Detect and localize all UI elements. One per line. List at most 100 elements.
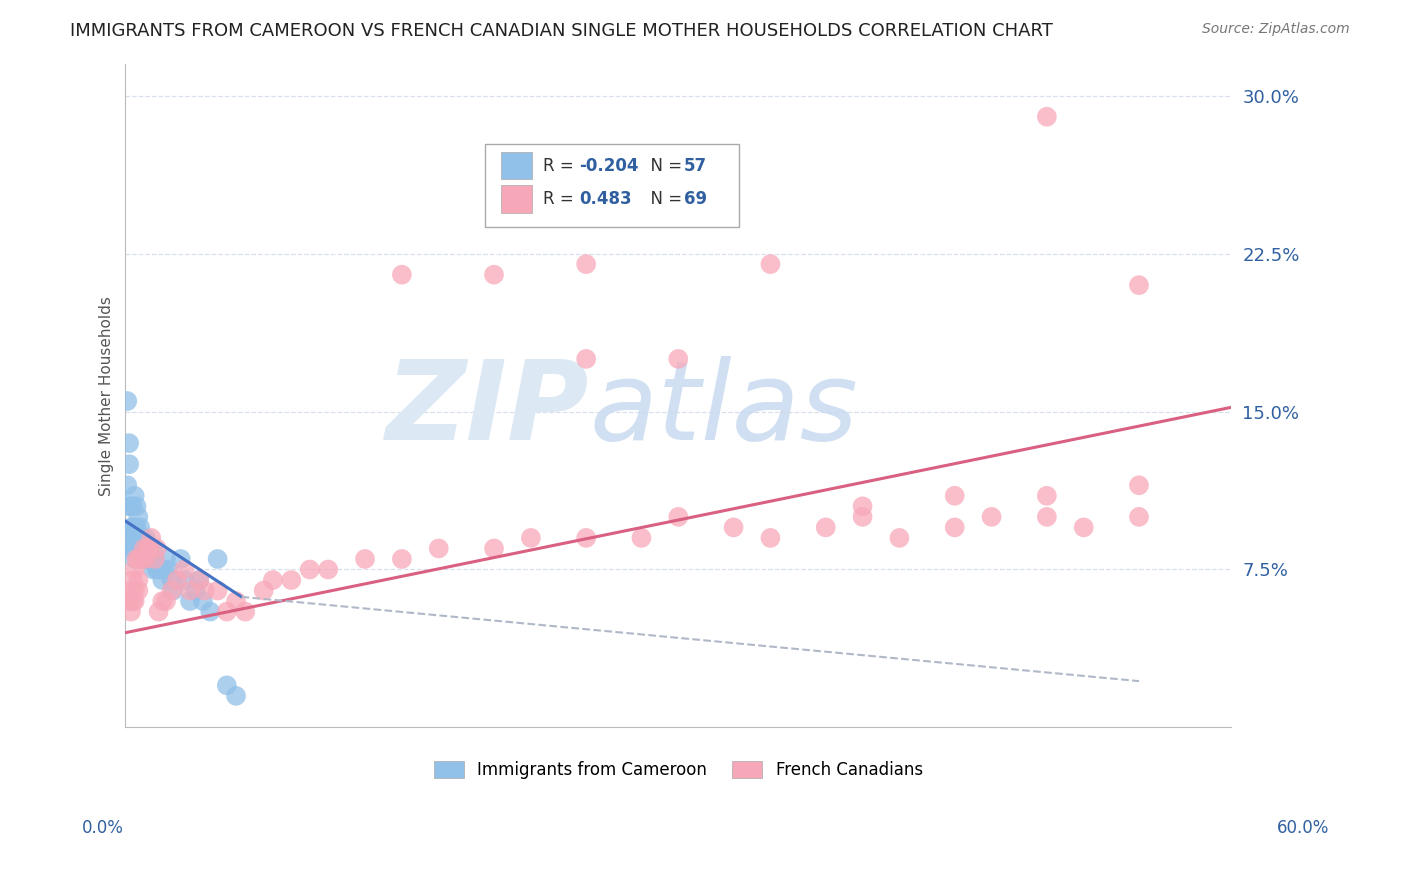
Point (160, 583, 183, 598)
Point (851, 500, 873, 514)
Point (148, 562, 170, 576)
Point (124, 541, 146, 556)
Point (253, 583, 276, 598)
Point (131, 552, 153, 566)
Point (1128, 478, 1150, 492)
Point (354, 552, 377, 566)
Text: 69: 69 (683, 190, 707, 208)
Point (280, 573, 302, 587)
Point (132, 541, 155, 556)
Point (131, 541, 153, 556)
Point (200, 605, 222, 619)
Point (666, 351, 689, 366)
Point (124, 552, 146, 566)
Point (118, 457, 141, 471)
Point (233, 605, 256, 619)
Point (943, 520, 966, 534)
Point (225, 594, 247, 608)
Text: R =: R = (543, 190, 585, 208)
Point (1036, 110, 1059, 124)
Point (173, 562, 195, 576)
Point (135, 531, 157, 545)
Point (759, 257, 782, 271)
Point (723, 520, 745, 534)
Point (141, 531, 163, 545)
Point (118, 436, 141, 450)
Point (575, 257, 598, 271)
Point (125, 531, 148, 545)
Point (136, 541, 159, 556)
Point (191, 594, 214, 608)
Point (188, 573, 211, 587)
Point (427, 541, 450, 556)
Point (135, 552, 157, 566)
Text: ZIP: ZIP (387, 356, 591, 463)
Point (121, 573, 143, 587)
Point (482, 268, 505, 282)
Text: R =: R = (543, 157, 579, 175)
Point (132, 541, 155, 556)
Point (1128, 509, 1150, 524)
Text: 60.0%: 60.0% (1277, 819, 1330, 837)
Text: -0.204: -0.204 (579, 157, 638, 175)
Point (120, 541, 142, 556)
Point (851, 509, 873, 524)
Point (118, 500, 141, 514)
Point (150, 594, 173, 608)
Point (117, 478, 139, 492)
Point (188, 573, 211, 587)
Point (630, 531, 652, 545)
Point (127, 541, 149, 556)
Point (120, 500, 142, 514)
Point (121, 500, 143, 514)
Point (943, 489, 966, 503)
Legend: Immigrants from Cameroon, French Canadians: Immigrants from Cameroon, French Canadia… (427, 754, 929, 786)
Point (173, 573, 195, 587)
Point (125, 520, 148, 534)
Point (150, 573, 173, 587)
Point (121, 594, 143, 608)
Point (127, 509, 149, 524)
Point (170, 552, 193, 566)
Point (148, 605, 170, 619)
Point (142, 541, 165, 556)
Point (814, 520, 837, 534)
Point (155, 552, 177, 566)
Point (138, 541, 160, 556)
Point (262, 573, 284, 587)
Point (575, 531, 598, 545)
Point (1036, 509, 1059, 524)
Point (127, 531, 149, 545)
Point (124, 489, 146, 503)
Point (124, 594, 146, 608)
Point (215, 678, 238, 692)
Point (142, 562, 165, 576)
Point (666, 509, 689, 524)
Point (391, 552, 413, 566)
Point (520, 531, 543, 545)
Point (166, 573, 188, 587)
Point (1128, 278, 1150, 293)
Text: N =: N = (640, 157, 688, 175)
Point (136, 541, 159, 556)
Point (143, 552, 166, 566)
Point (125, 500, 148, 514)
Point (184, 583, 207, 598)
Text: IMMIGRANTS FROM CAMEROON VS FRENCH CANADIAN SINGLE MOTHER HOUSEHOLDS CORRELATION: IMMIGRANTS FROM CAMEROON VS FRENCH CANAD… (70, 22, 1053, 40)
Point (391, 268, 413, 282)
Point (225, 689, 247, 703)
Point (889, 531, 911, 545)
Text: Source: ZipAtlas.com: Source: ZipAtlas.com (1202, 22, 1350, 37)
Bar (502, 152, 533, 179)
Point (215, 605, 238, 619)
Text: 0.0%: 0.0% (82, 819, 124, 837)
Point (162, 583, 184, 598)
Point (120, 605, 142, 619)
Point (143, 552, 166, 566)
Point (121, 520, 143, 534)
Y-axis label: Single Mother Households: Single Mother Households (100, 296, 114, 496)
Point (138, 541, 160, 556)
Text: N =: N = (640, 190, 688, 208)
Point (120, 583, 142, 598)
Point (131, 531, 153, 545)
